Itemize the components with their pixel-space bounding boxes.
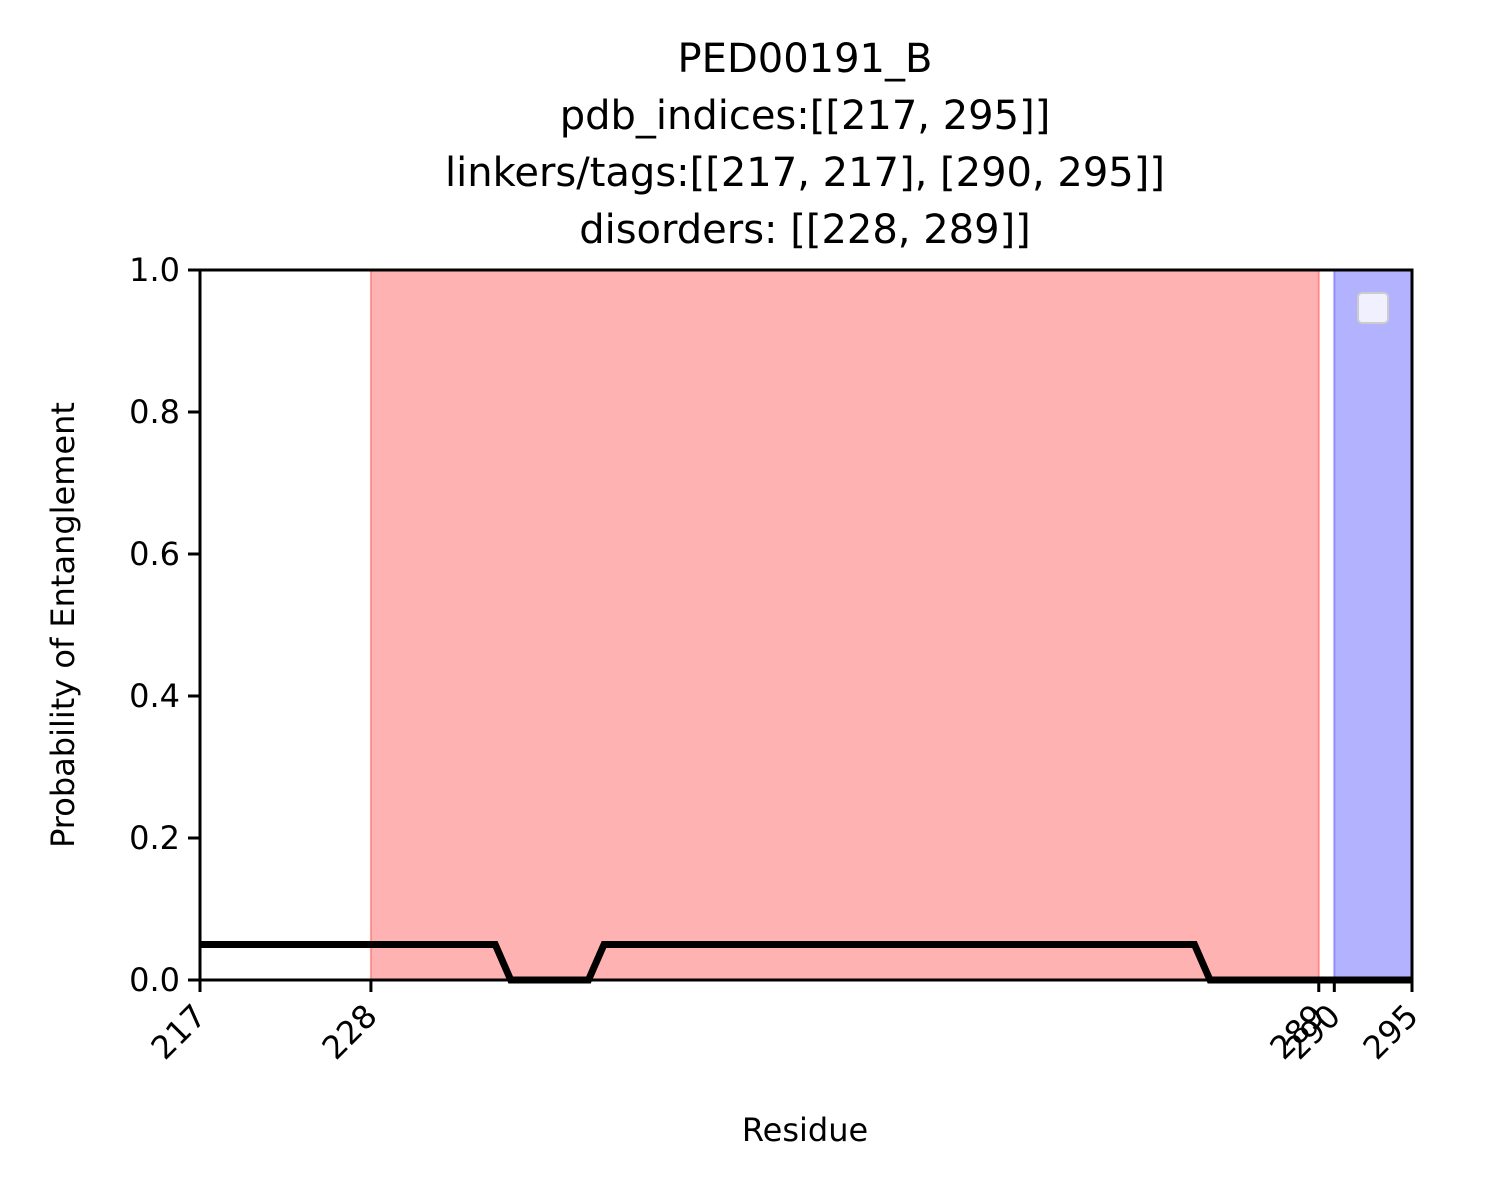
x-tick-label-228: 228 <box>315 997 385 1067</box>
span-layer <box>369 269 1414 981</box>
axes-layer <box>198 268 1414 982</box>
y-tick-label-0.4: 0.4 <box>129 677 180 715</box>
plot-frame <box>198 268 1414 982</box>
chart-title: PED00191_B pdb_indices:[[217, 295]] linker… <box>445 36 1165 253</box>
y-tick-label-0.0: 0.0 <box>129 961 180 999</box>
title-line-0: PED00191_B <box>678 36 933 82</box>
title-line-3: disorders: [[228, 289]] <box>579 207 1031 253</box>
legend-box <box>1357 292 1389 324</box>
y-tick-label-0.8: 0.8 <box>129 393 180 431</box>
y-tick-label-0.6: 0.6 <box>129 535 180 573</box>
span-disorder <box>369 269 1320 981</box>
y-axis-ticks: 0.0 0.2 0.4 0.6 0.8 1.0 <box>129 251 200 999</box>
y-tick-label-1.0: 1.0 <box>129 251 180 289</box>
span-linker-tag <box>1333 269 1414 981</box>
x-axis-label: Residue <box>742 1111 868 1149</box>
title-line-1: pdb_indices:[[217, 295]] <box>560 93 1051 139</box>
series-layer <box>200 941 1412 984</box>
x-tick-label-217: 217 <box>144 997 214 1067</box>
y-axis-label: Probability of Entanglement <box>44 402 82 848</box>
series-line-0 <box>200 941 1412 984</box>
title-line-2: linkers/tags:[[217, 217], [290, 295]] <box>445 150 1165 196</box>
x-tick-label-295: 295 <box>1356 997 1426 1067</box>
y-tick-label-0.2: 0.2 <box>129 819 180 857</box>
